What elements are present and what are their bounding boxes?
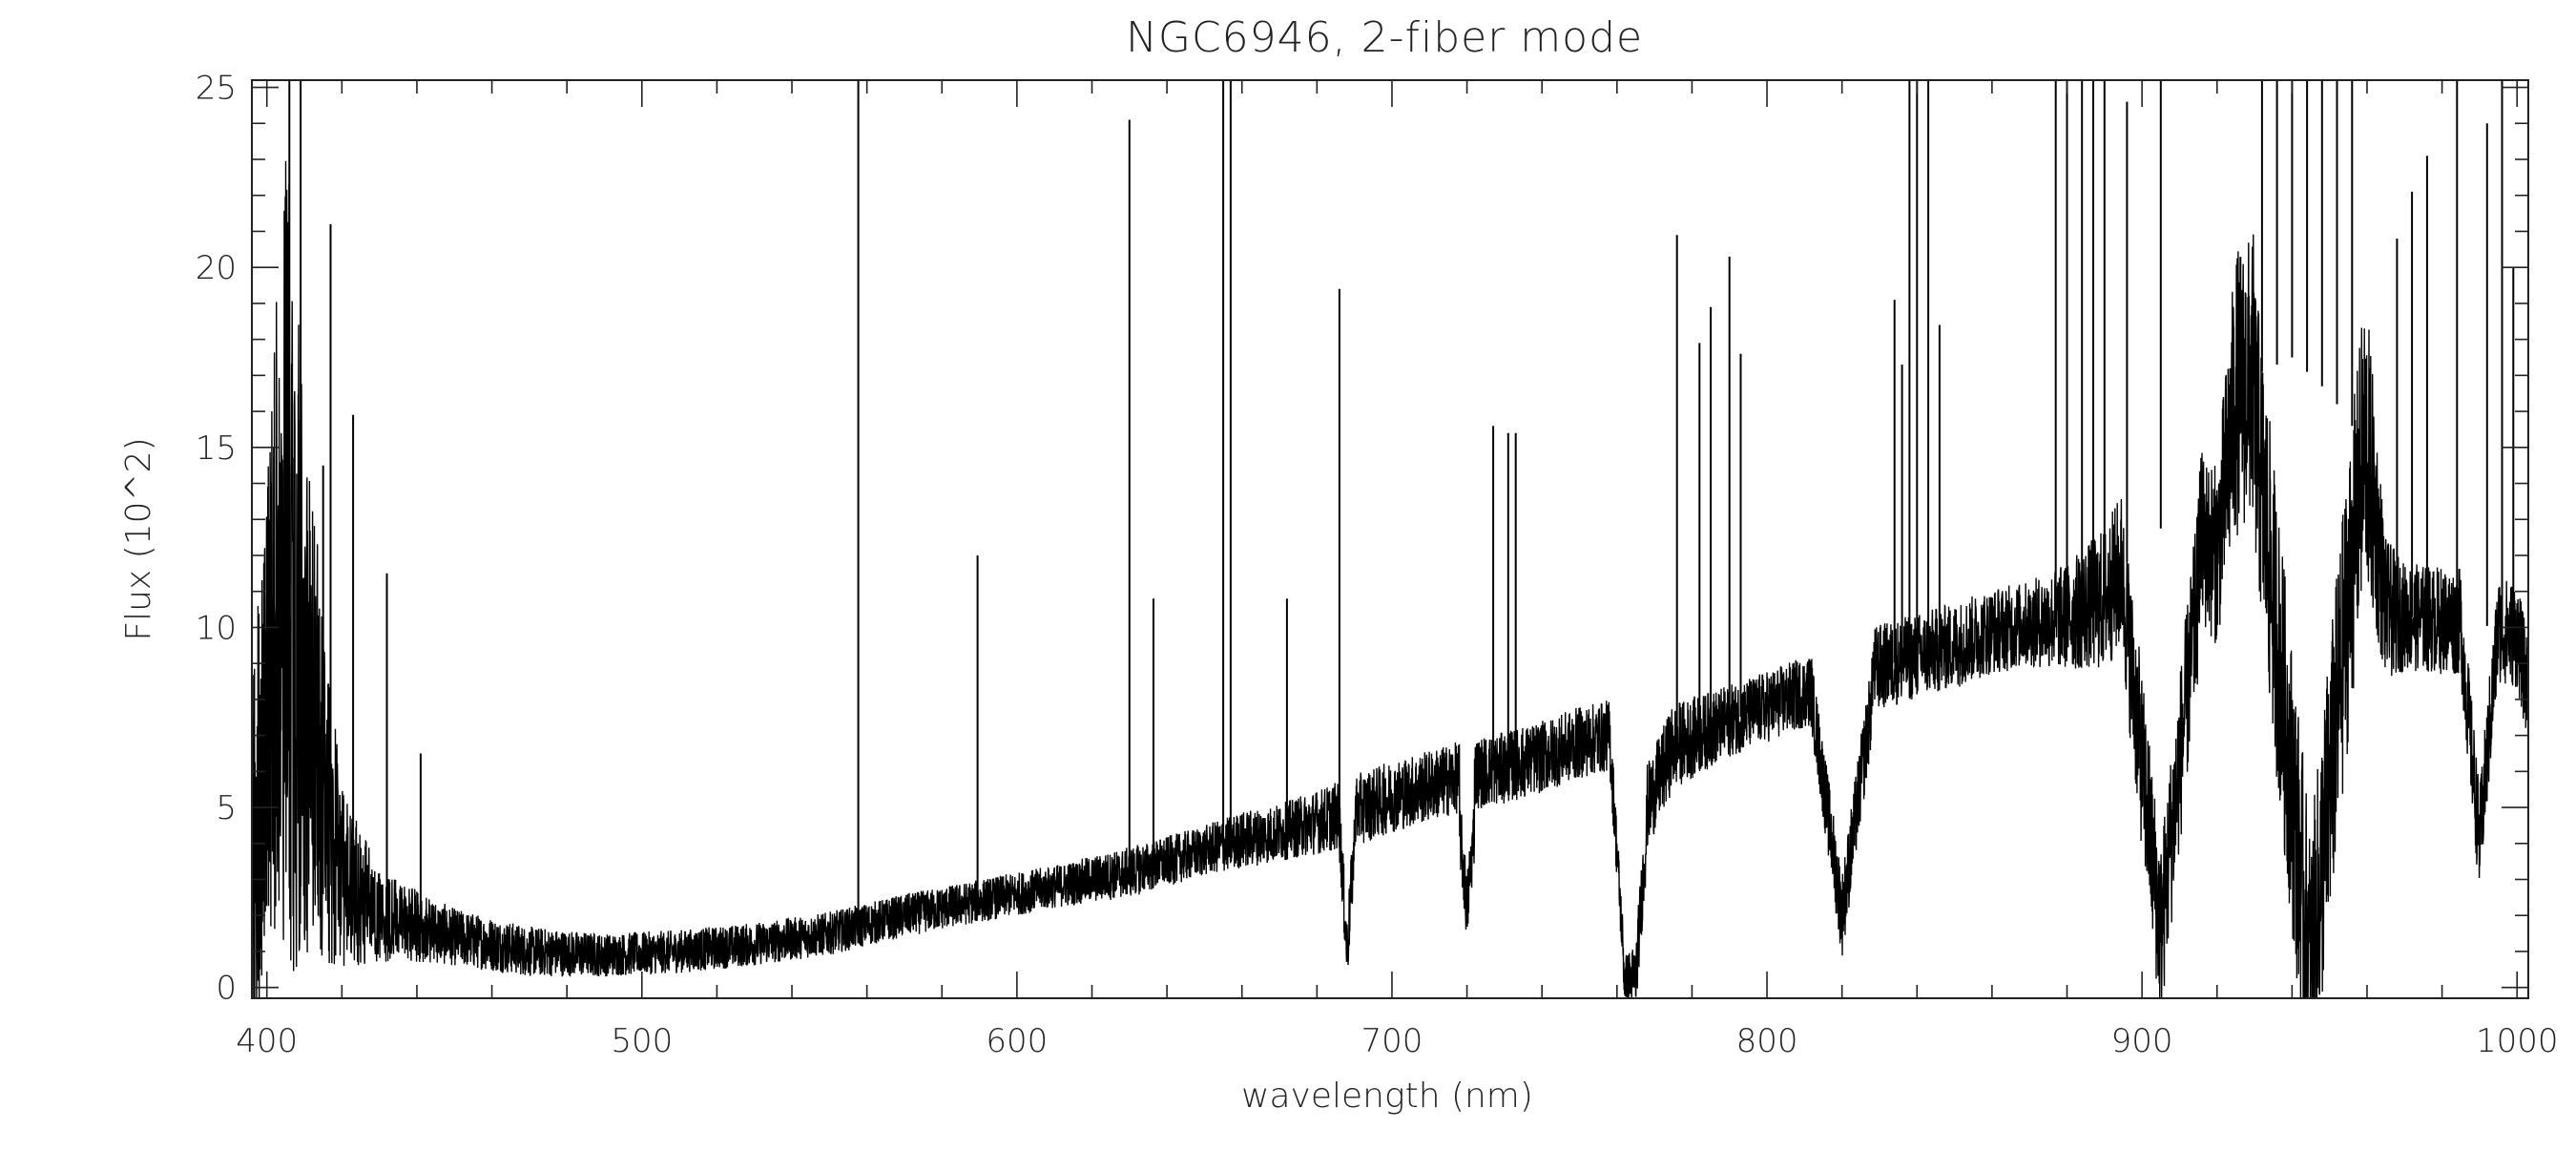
y-tick-label: 0 bbox=[216, 970, 237, 1008]
x-tick-label: 700 bbox=[1361, 1022, 1423, 1060]
chart-title: NGC6946, 2-fiber mode bbox=[1126, 13, 1643, 62]
plot-frame bbox=[251, 79, 2529, 999]
y-tick-label: 5 bbox=[216, 789, 237, 827]
y-tick-label: 25 bbox=[196, 70, 237, 108]
x-tick-label: 600 bbox=[986, 1022, 1048, 1060]
x-tick-label: 900 bbox=[2111, 1022, 2173, 1060]
spectrum-layer bbox=[251, 80, 2529, 999]
ticks-layer: 400 500 600 700 800 900 1000 0 5 10 15 20 25 bbox=[196, 70, 2559, 1060]
y-axis-label: Flux (10^2) bbox=[119, 437, 158, 640]
spectrum-trace bbox=[251, 160, 2529, 999]
x-tick-label: 800 bbox=[1736, 1022, 1798, 1060]
x-tick-label: 400 bbox=[236, 1022, 298, 1060]
x-tick-label: 1000 bbox=[2476, 1022, 2559, 1060]
x-axis-label: wavelength (nm) bbox=[1241, 1077, 1533, 1116]
y-tick-label: 10 bbox=[196, 609, 237, 647]
x-tick-label: 500 bbox=[611, 1022, 673, 1060]
y-tick-label: 15 bbox=[196, 429, 237, 468]
y-tick-label: 20 bbox=[196, 249, 237, 287]
